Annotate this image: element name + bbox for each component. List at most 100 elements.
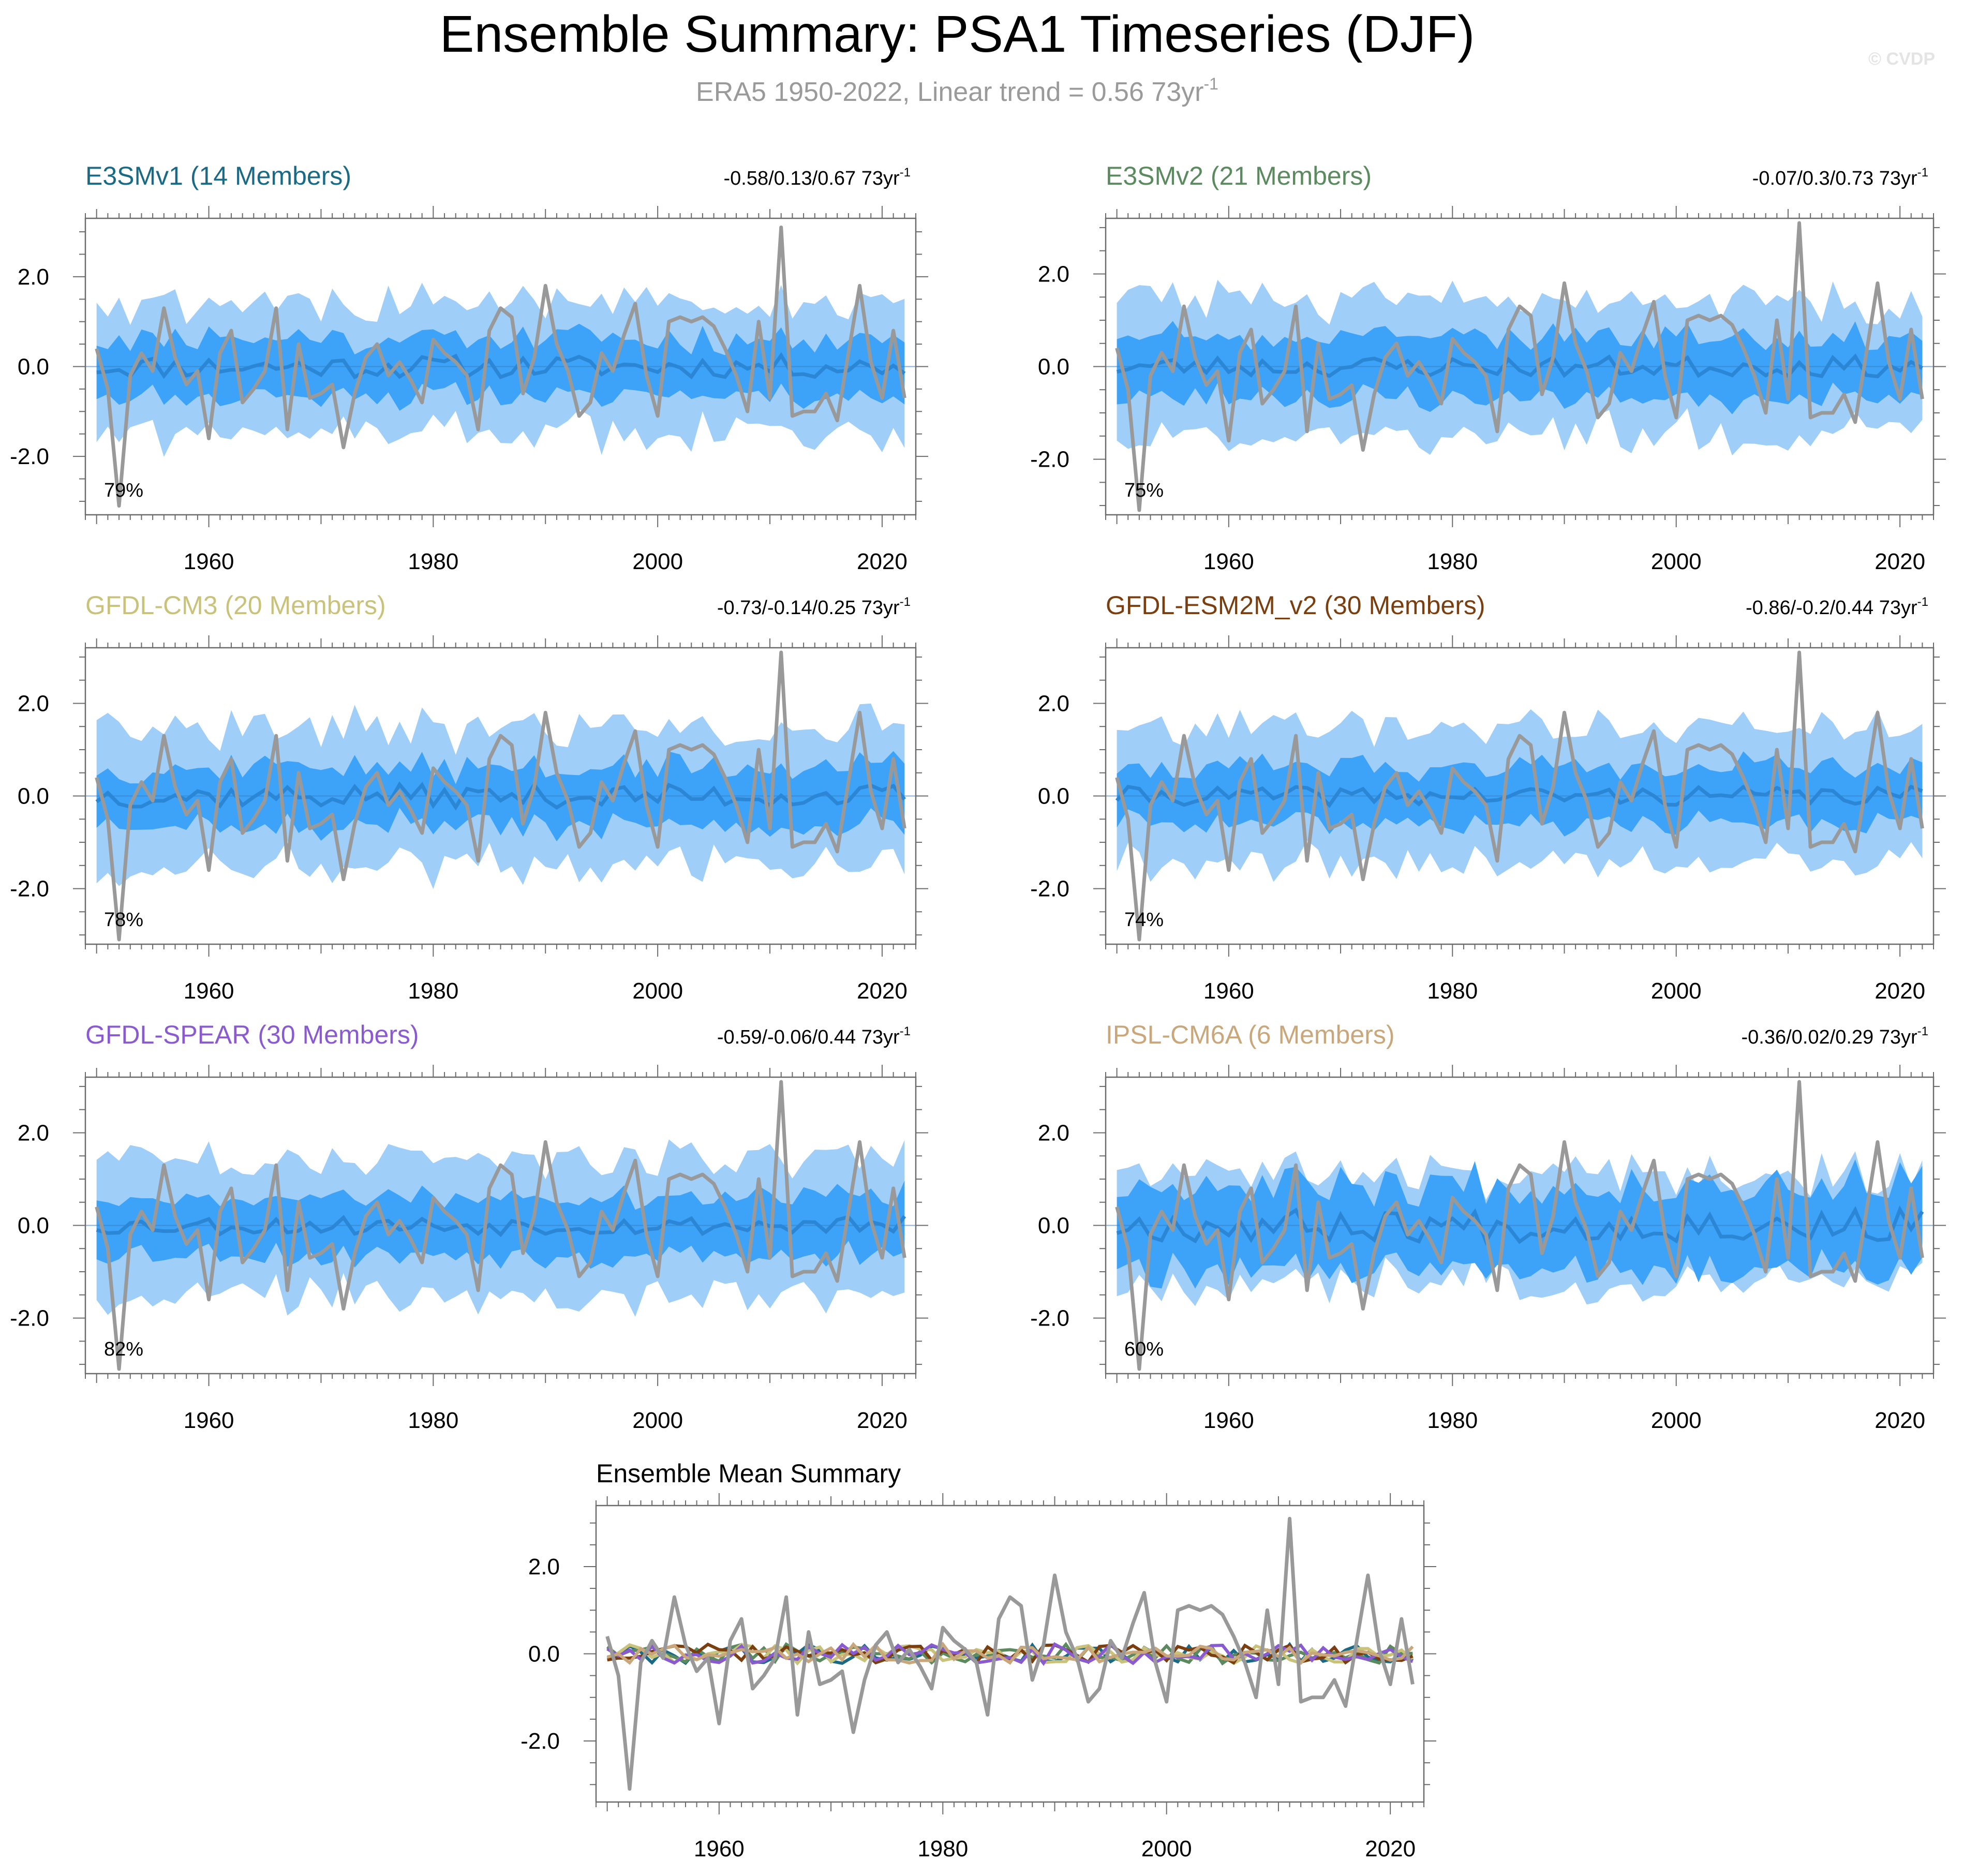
plot-area bbox=[85, 1080, 916, 1371]
trend-sup: -1 bbox=[900, 595, 911, 609]
x-tick-label: 1980 bbox=[1427, 549, 1478, 574]
percent-label: 60% bbox=[1124, 1338, 1164, 1360]
plot-area bbox=[85, 650, 916, 942]
y-tick-label: -2.0 bbox=[10, 1306, 49, 1331]
x-tick-label: 2000 bbox=[1651, 1408, 1702, 1433]
y-tick-label: -2.0 bbox=[521, 1729, 560, 1754]
plot-area bbox=[605, 1516, 1415, 1791]
plot-area bbox=[1106, 221, 1934, 512]
x-tick-label: 1980 bbox=[1427, 978, 1478, 1004]
y-tick-label: -2.0 bbox=[1030, 1306, 1069, 1331]
observed-line bbox=[605, 1516, 1415, 1791]
observed-line bbox=[95, 225, 906, 508]
trend-label: -0.58/0.13/0.67 73yr-1 bbox=[724, 166, 911, 189]
trend-label: -0.36/0.02/0.29 73yr-1 bbox=[1742, 1024, 1928, 1048]
y-tick-label: -2.0 bbox=[1030, 876, 1069, 902]
x-tick-label: 2000 bbox=[1651, 978, 1702, 1004]
model-mean-line-6 bbox=[606, 1641, 1414, 1665]
model-mean-line-5 bbox=[606, 1642, 1414, 1666]
panel-1: 1960 1980 2000 2020 -2.0 0.0 2.0 E3SMv1 (14 Mem… bbox=[10, 161, 928, 574]
panel-3: 1960 1980 2000 2020 -2.0 0.0 2.0 GFDL-CM3 (20 M… bbox=[10, 591, 928, 1004]
percent-label: 82% bbox=[104, 1338, 143, 1360]
y-tick-label: 2.0 bbox=[18, 691, 49, 716]
watermark: © CVDP bbox=[1868, 49, 1935, 69]
percent-label: 75% bbox=[1124, 480, 1164, 501]
y-tick-label: 0.0 bbox=[1038, 1213, 1069, 1239]
percent-label: 79% bbox=[104, 480, 143, 501]
y-tick-label: -2.0 bbox=[10, 876, 49, 902]
observed-line bbox=[1115, 221, 1924, 512]
observed-line bbox=[95, 1080, 906, 1371]
panel-5: 1960 1980 2000 2020 -2.0 0.0 2.0 GFDL-SPEAR (30… bbox=[10, 1020, 928, 1433]
x-tick-label: 1960 bbox=[184, 978, 234, 1004]
x-tick-label: 1980 bbox=[408, 549, 458, 574]
x-tick-label: 2000 bbox=[632, 1408, 683, 1433]
x-tick-label: 2020 bbox=[1875, 549, 1925, 574]
x-tick-label: 2000 bbox=[632, 978, 683, 1004]
panel-title: IPSL-CM6A (6 Members) bbox=[1106, 1020, 1394, 1049]
x-tick-label: 1980 bbox=[408, 1408, 458, 1433]
trend-text: -0.73/-0.14/0.25 73yr bbox=[717, 597, 900, 619]
ensemble-mean-line bbox=[96, 1215, 906, 1238]
x-tick-label: 1960 bbox=[1203, 1408, 1254, 1433]
observed-line bbox=[95, 650, 906, 942]
trend-text: -0.58/0.13/0.67 73yr bbox=[724, 168, 900, 189]
percent-label: 74% bbox=[1124, 909, 1164, 931]
y-tick-label: -2.0 bbox=[1030, 447, 1069, 472]
y-tick-label: 2.0 bbox=[1038, 1120, 1069, 1145]
panel-title: GFDL-CM3 (20 Members) bbox=[85, 591, 386, 620]
panel-title: E3SMv1 (14 Members) bbox=[85, 161, 351, 190]
x-tick-label: 2020 bbox=[857, 549, 908, 574]
y-tick-label: 2.0 bbox=[1038, 691, 1069, 716]
panel-6: 1960 1980 2000 2020 -2.0 0.0 2.0 IPSL-CM6A (6 M… bbox=[1030, 1020, 1946, 1433]
y-tick-label: 0.0 bbox=[18, 1213, 49, 1239]
x-tick-label: 2020 bbox=[1365, 1836, 1416, 1862]
y-tick-label: 0.0 bbox=[1038, 354, 1069, 380]
x-tick-label: 2000 bbox=[632, 549, 683, 574]
y-tick-label: 0.0 bbox=[18, 354, 49, 380]
x-tick-label: 2020 bbox=[857, 1408, 908, 1433]
x-tick-label: 1960 bbox=[1203, 549, 1254, 574]
x-tick-label: 2020 bbox=[1875, 1408, 1925, 1433]
y-tick-label: 2.0 bbox=[1038, 261, 1069, 287]
y-tick-label: 0.0 bbox=[528, 1642, 560, 1667]
panel-2: 1960 1980 2000 2020 -2.0 0.0 2.0 E3SMv2 (21 Mem… bbox=[1030, 161, 1946, 574]
observed-line bbox=[1115, 1080, 1924, 1371]
x-tick-label: 1980 bbox=[1427, 1408, 1478, 1433]
x-tick-label: 2020 bbox=[1875, 978, 1925, 1004]
panel-title: Ensemble Mean Summary bbox=[596, 1459, 901, 1488]
y-tick-label: 2.0 bbox=[18, 264, 49, 290]
y-tick-label: 0.0 bbox=[18, 784, 49, 809]
panel-title: GFDL-SPEAR (30 Members) bbox=[85, 1020, 419, 1049]
ensemble-mean-line bbox=[1115, 784, 1923, 808]
trend-text: -0.86/-0.2/0.44 73yr bbox=[1746, 597, 1917, 619]
y-tick-label: 0.0 bbox=[1038, 784, 1069, 809]
observed-line bbox=[1115, 650, 1924, 942]
panel-title: GFDL-ESM2M_v2 (30 Members) bbox=[1106, 591, 1485, 620]
plot-area bbox=[1106, 1080, 1934, 1371]
x-tick-label: 1980 bbox=[408, 978, 458, 1004]
panels-container: 1960 1980 2000 2020 -2.0 0.0 2.0 E3SMv1 (14 Mem… bbox=[10, 161, 1946, 1862]
inner-spread-band bbox=[1117, 1159, 1923, 1289]
y-tick-label: -2.0 bbox=[10, 444, 49, 469]
y-tick-label: 2.0 bbox=[18, 1120, 49, 1145]
plot-area bbox=[1106, 650, 1934, 942]
trend-sup: -1 bbox=[900, 1024, 911, 1038]
x-tick-label: 1980 bbox=[917, 1836, 968, 1862]
trend-sup: -1 bbox=[900, 166, 911, 180]
trend-sup: -1 bbox=[1917, 166, 1928, 180]
panel-title: E3SMv2 (21 Members) bbox=[1106, 161, 1372, 190]
trend-text: -0.36/0.02/0.29 73yr bbox=[1742, 1026, 1917, 1048]
trend-label: -0.59/-0.06/0.44 73yr-1 bbox=[717, 1024, 911, 1048]
x-tick-label: 1960 bbox=[694, 1836, 745, 1862]
trend-label: -0.86/-0.2/0.44 73yr-1 bbox=[1746, 595, 1928, 619]
panel-7: 1960 1980 2000 2020 -2.0 0.0 2.0 Ensemble Mean … bbox=[521, 1459, 1436, 1862]
trend-label: -0.73/-0.14/0.25 73yr-1 bbox=[717, 595, 911, 619]
x-tick-label: 2020 bbox=[857, 978, 908, 1004]
trend-label: -0.07/0.3/0.73 73yr-1 bbox=[1752, 166, 1928, 189]
panel-4: 1960 1980 2000 2020 -2.0 0.0 2.0 GFDL-ESM2M_v2 … bbox=[1030, 591, 1946, 1004]
x-tick-label: 1960 bbox=[184, 549, 234, 574]
figure-subtitle: ERA5 1950-2022, Linear trend = 0.56 73yr… bbox=[696, 75, 1218, 107]
plot-area bbox=[85, 225, 916, 508]
